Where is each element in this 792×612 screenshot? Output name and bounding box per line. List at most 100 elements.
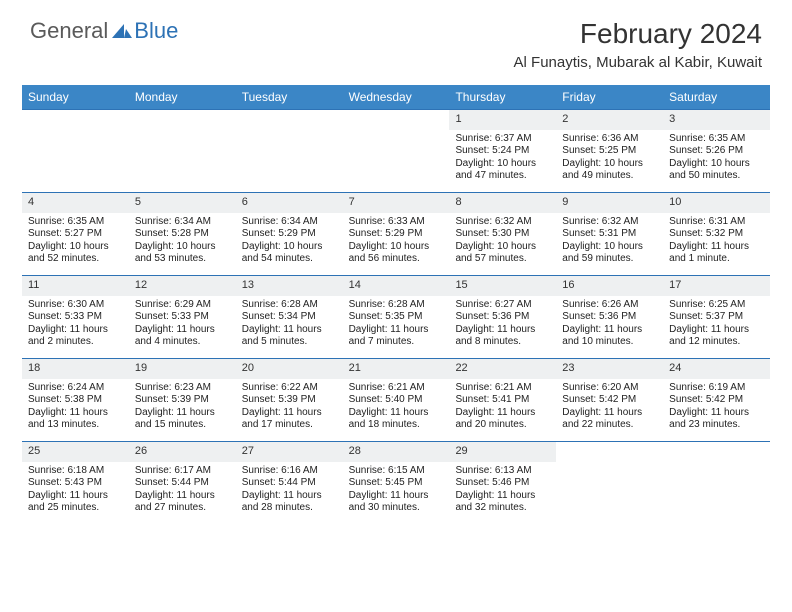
day-body: Sunrise: 6:22 AMSunset: 5:39 PMDaylight:… bbox=[236, 379, 343, 436]
day-number: 22 bbox=[449, 359, 556, 379]
day-body: Sunrise: 6:28 AMSunset: 5:35 PMDaylight:… bbox=[343, 296, 450, 353]
day-cell: 13Sunrise: 6:28 AMSunset: 5:34 PMDayligh… bbox=[236, 276, 343, 358]
week-row: 18Sunrise: 6:24 AMSunset: 5:38 PMDayligh… bbox=[22, 358, 770, 441]
sunrise-text: Sunrise: 6:27 AM bbox=[455, 299, 550, 312]
day-number: 13 bbox=[236, 276, 343, 296]
day-body: Sunrise: 6:37 AMSunset: 5:24 PMDaylight:… bbox=[449, 130, 556, 187]
day-cell: 26Sunrise: 6:17 AMSunset: 5:44 PMDayligh… bbox=[129, 442, 236, 524]
week-row: 11Sunrise: 6:30 AMSunset: 5:33 PMDayligh… bbox=[22, 275, 770, 358]
sunset-text: Sunset: 5:32 PM bbox=[669, 228, 764, 241]
daylight-text: Daylight: 11 hours and 1 minute. bbox=[669, 241, 764, 266]
day-body: Sunrise: 6:25 AMSunset: 5:37 PMDaylight:… bbox=[663, 296, 770, 353]
daylight-text: Daylight: 11 hours and 28 minutes. bbox=[242, 490, 337, 515]
day-body: Sunrise: 6:26 AMSunset: 5:36 PMDaylight:… bbox=[556, 296, 663, 353]
day-number: 6 bbox=[236, 193, 343, 213]
page-title: February 2024 bbox=[514, 18, 762, 50]
day-body: Sunrise: 6:21 AMSunset: 5:40 PMDaylight:… bbox=[343, 379, 450, 436]
daylight-text: Daylight: 10 hours and 54 minutes. bbox=[242, 241, 337, 266]
day-body: Sunrise: 6:15 AMSunset: 5:45 PMDaylight:… bbox=[343, 462, 450, 519]
sunset-text: Sunset: 5:42 PM bbox=[669, 394, 764, 407]
daylight-text: Daylight: 10 hours and 59 minutes. bbox=[562, 241, 657, 266]
day-number: 10 bbox=[663, 193, 770, 213]
day-body: Sunrise: 6:17 AMSunset: 5:44 PMDaylight:… bbox=[129, 462, 236, 519]
day-cell: 18Sunrise: 6:24 AMSunset: 5:38 PMDayligh… bbox=[22, 359, 129, 441]
daylight-text: Daylight: 11 hours and 22 minutes. bbox=[562, 407, 657, 432]
day-body: Sunrise: 6:13 AMSunset: 5:46 PMDaylight:… bbox=[449, 462, 556, 519]
sunrise-text: Sunrise: 6:28 AM bbox=[349, 299, 444, 312]
day-number: 11 bbox=[22, 276, 129, 296]
day-number: 15 bbox=[449, 276, 556, 296]
day-number: 25 bbox=[22, 442, 129, 462]
sunrise-text: Sunrise: 6:34 AM bbox=[242, 216, 337, 229]
day-number: 5 bbox=[129, 193, 236, 213]
day-cell: 24Sunrise: 6:19 AMSunset: 5:42 PMDayligh… bbox=[663, 359, 770, 441]
sunrise-text: Sunrise: 6:20 AM bbox=[562, 382, 657, 395]
day-body: Sunrise: 6:32 AMSunset: 5:30 PMDaylight:… bbox=[449, 213, 556, 270]
day-cell: 7Sunrise: 6:33 AMSunset: 5:29 PMDaylight… bbox=[343, 193, 450, 275]
day-body: Sunrise: 6:27 AMSunset: 5:36 PMDaylight:… bbox=[449, 296, 556, 353]
day-cell: 1Sunrise: 6:37 AMSunset: 5:24 PMDaylight… bbox=[449, 110, 556, 192]
sunset-text: Sunset: 5:44 PM bbox=[135, 477, 230, 490]
sunrise-text: Sunrise: 6:29 AM bbox=[135, 299, 230, 312]
day-cell: 20Sunrise: 6:22 AMSunset: 5:39 PMDayligh… bbox=[236, 359, 343, 441]
sunrise-text: Sunrise: 6:18 AM bbox=[28, 465, 123, 478]
weekday-header: Saturday bbox=[663, 85, 770, 109]
sunset-text: Sunset: 5:35 PM bbox=[349, 311, 444, 324]
daylight-text: Daylight: 10 hours and 47 minutes. bbox=[455, 158, 550, 183]
day-cell: 28Sunrise: 6:15 AMSunset: 5:45 PMDayligh… bbox=[343, 442, 450, 524]
day-number: 21 bbox=[343, 359, 450, 379]
sunrise-text: Sunrise: 6:28 AM bbox=[242, 299, 337, 312]
day-cell: 10Sunrise: 6:31 AMSunset: 5:32 PMDayligh… bbox=[663, 193, 770, 275]
daylight-text: Daylight: 11 hours and 7 minutes. bbox=[349, 324, 444, 349]
daylight-text: Daylight: 10 hours and 57 minutes. bbox=[455, 241, 550, 266]
sunset-text: Sunset: 5:41 PM bbox=[455, 394, 550, 407]
day-number: 3 bbox=[663, 110, 770, 130]
day-body: Sunrise: 6:18 AMSunset: 5:43 PMDaylight:… bbox=[22, 462, 129, 519]
sunrise-text: Sunrise: 6:37 AM bbox=[455, 133, 550, 146]
daylight-text: Daylight: 11 hours and 10 minutes. bbox=[562, 324, 657, 349]
day-cell bbox=[556, 442, 663, 524]
day-cell: 11Sunrise: 6:30 AMSunset: 5:33 PMDayligh… bbox=[22, 276, 129, 358]
day-body: Sunrise: 6:30 AMSunset: 5:33 PMDaylight:… bbox=[22, 296, 129, 353]
day-body: Sunrise: 6:32 AMSunset: 5:31 PMDaylight:… bbox=[556, 213, 663, 270]
day-number: 8 bbox=[449, 193, 556, 213]
week-row: 4Sunrise: 6:35 AMSunset: 5:27 PMDaylight… bbox=[22, 192, 770, 275]
day-body: Sunrise: 6:16 AMSunset: 5:44 PMDaylight:… bbox=[236, 462, 343, 519]
week-row: 25Sunrise: 6:18 AMSunset: 5:43 PMDayligh… bbox=[22, 441, 770, 524]
day-cell: 17Sunrise: 6:25 AMSunset: 5:37 PMDayligh… bbox=[663, 276, 770, 358]
day-body: Sunrise: 6:29 AMSunset: 5:33 PMDaylight:… bbox=[129, 296, 236, 353]
day-number: 20 bbox=[236, 359, 343, 379]
week-row: 1Sunrise: 6:37 AMSunset: 5:24 PMDaylight… bbox=[22, 109, 770, 192]
day-cell: 25Sunrise: 6:18 AMSunset: 5:43 PMDayligh… bbox=[22, 442, 129, 524]
day-body: Sunrise: 6:28 AMSunset: 5:34 PMDaylight:… bbox=[236, 296, 343, 353]
day-number: 2 bbox=[556, 110, 663, 130]
day-cell: 16Sunrise: 6:26 AMSunset: 5:36 PMDayligh… bbox=[556, 276, 663, 358]
day-cell: 9Sunrise: 6:32 AMSunset: 5:31 PMDaylight… bbox=[556, 193, 663, 275]
sunset-text: Sunset: 5:46 PM bbox=[455, 477, 550, 490]
sunrise-text: Sunrise: 6:17 AM bbox=[135, 465, 230, 478]
daylight-text: Daylight: 11 hours and 12 minutes. bbox=[669, 324, 764, 349]
daylight-text: Daylight: 11 hours and 17 minutes. bbox=[242, 407, 337, 432]
day-number: 26 bbox=[129, 442, 236, 462]
daylight-text: Daylight: 10 hours and 56 minutes. bbox=[349, 241, 444, 266]
day-cell: 27Sunrise: 6:16 AMSunset: 5:44 PMDayligh… bbox=[236, 442, 343, 524]
daylight-text: Daylight: 10 hours and 50 minutes. bbox=[669, 158, 764, 183]
sunrise-text: Sunrise: 6:16 AM bbox=[242, 465, 337, 478]
sunset-text: Sunset: 5:25 PM bbox=[562, 145, 657, 158]
day-cell: 29Sunrise: 6:13 AMSunset: 5:46 PMDayligh… bbox=[449, 442, 556, 524]
day-cell bbox=[129, 110, 236, 192]
day-number: 16 bbox=[556, 276, 663, 296]
sunrise-text: Sunrise: 6:35 AM bbox=[669, 133, 764, 146]
sunrise-text: Sunrise: 6:32 AM bbox=[562, 216, 657, 229]
sunrise-text: Sunrise: 6:15 AM bbox=[349, 465, 444, 478]
day-cell bbox=[22, 110, 129, 192]
day-cell: 5Sunrise: 6:34 AMSunset: 5:28 PMDaylight… bbox=[129, 193, 236, 275]
day-number: 9 bbox=[556, 193, 663, 213]
sunrise-text: Sunrise: 6:26 AM bbox=[562, 299, 657, 312]
daylight-text: Daylight: 11 hours and 20 minutes. bbox=[455, 407, 550, 432]
day-body: Sunrise: 6:20 AMSunset: 5:42 PMDaylight:… bbox=[556, 379, 663, 436]
sunset-text: Sunset: 5:39 PM bbox=[242, 394, 337, 407]
daylight-text: Daylight: 11 hours and 2 minutes. bbox=[28, 324, 123, 349]
sunset-text: Sunset: 5:40 PM bbox=[349, 394, 444, 407]
day-number: 17 bbox=[663, 276, 770, 296]
